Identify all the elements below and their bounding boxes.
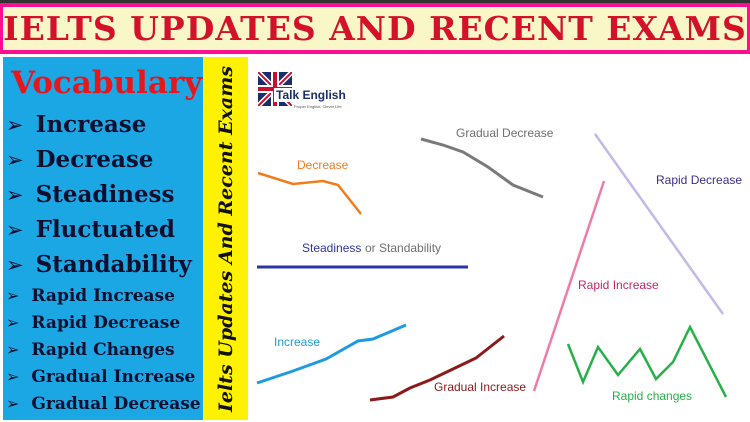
arrow-bullet-icon: ➢	[6, 112, 24, 137]
side-strip-text: Ielts Updates And Recent Exams	[214, 65, 237, 412]
standability-label: or Standability	[365, 241, 441, 255]
vocabulary-item: ➢ Rapid Changes	[6, 336, 201, 363]
increase-label: Increase	[274, 335, 320, 349]
arrow-bullet-icon: ➢	[6, 252, 24, 277]
vocabulary-item: ➢ Rapid Decrease	[6, 309, 201, 336]
gradual-decrease-line	[420, 137, 544, 199]
logo-name: Talk English	[274, 88, 348, 102]
arrow-bullet-icon: ➢	[6, 313, 20, 332]
gradual-decrease-label: Gradual Decrease	[456, 126, 554, 140]
vocabulary-item-label: Fluctuated	[35, 216, 175, 243]
banner: IELTS UPDATES AND RECENT EXAMS	[0, 0, 750, 54]
vocabulary-title: Vocabulary	[11, 65, 203, 101]
rapid-increase-line	[532, 180, 606, 392]
vocabulary-list: ➢ Increase ➢ Decrease ➢ Steadiness ➢ Fluctua…	[6, 107, 201, 417]
talk-english-logo: Talk English Proper English, Clever Life	[258, 72, 378, 112]
vocabulary-item: ➢ Decrease	[6, 142, 201, 177]
banner-title: IELTS UPDATES AND RECENT EXAMS	[3, 9, 747, 48]
rapid-changes-label: Rapid changes	[612, 389, 692, 403]
side-strip: Ielts Updates And Recent Exams	[203, 57, 248, 420]
rapid-decrease-line	[593, 133, 725, 315]
vocabulary-item: ➢ Steadiness	[6, 177, 201, 212]
arrow-bullet-icon: ➢	[6, 182, 24, 207]
arrow-bullet-icon: ➢	[6, 367, 20, 386]
steadiness-label: Steadiness	[302, 241, 361, 255]
vocabulary-item-label: Decrease	[35, 146, 154, 173]
vocabulary-item-label: Standability	[35, 251, 192, 278]
rapid-changes-line	[566, 324, 728, 398]
vocabulary-item-label: Rapid Decrease	[31, 312, 181, 333]
arrow-bullet-icon: ➢	[6, 217, 24, 242]
arrow-bullet-icon: ➢	[6, 340, 20, 359]
trend-illustrations: Decrease Gradual Decrease Rapid Decrease…	[256, 126, 742, 403]
banner-inner: IELTS UPDATES AND RECENT EXAMS	[3, 7, 747, 50]
vocabulary-item: ➢ Standability	[6, 247, 201, 282]
vocabulary-item-label: Steadiness	[35, 181, 175, 208]
vocabulary-item: ➢ Gradual Decrease	[6, 390, 201, 417]
decrease-label: Decrease	[297, 158, 349, 172]
increase-line	[256, 323, 407, 385]
vocabulary-item: ➢ Rapid Increase	[6, 282, 201, 309]
rapid-decrease-label: Rapid Decrease	[656, 173, 742, 187]
arrow-bullet-icon: ➢	[6, 394, 20, 413]
gradual-increase-label: Gradual Increase	[434, 380, 526, 394]
vocabulary-panel: Vocabulary ➢ Increase ➢ Decrease ➢ Steadine…	[3, 57, 203, 420]
vocabulary-item: ➢ Fluctuated	[6, 212, 201, 247]
vocabulary-item-label: Rapid Changes	[31, 339, 175, 360]
vocabulary-item-label: Gradual Increase	[31, 366, 196, 387]
vocabulary-item-label: Increase	[35, 111, 147, 138]
gradual-increase-line	[369, 334, 505, 402]
vocabulary-item-label: Gradual Decrease	[31, 393, 201, 414]
vocabulary-item: ➢ Gradual Increase	[6, 363, 201, 390]
logo-tagline: Proper English, Clever Life	[294, 104, 342, 109]
arrow-bullet-icon: ➢	[6, 286, 20, 305]
vocabulary-item: ➢ Increase	[6, 107, 201, 142]
rapid-increase-label: Rapid Increase	[578, 278, 659, 292]
arrow-bullet-icon: ➢	[6, 147, 24, 172]
decrease-line	[257, 171, 362, 215]
vocabulary-item-label: Rapid Increase	[31, 285, 175, 306]
